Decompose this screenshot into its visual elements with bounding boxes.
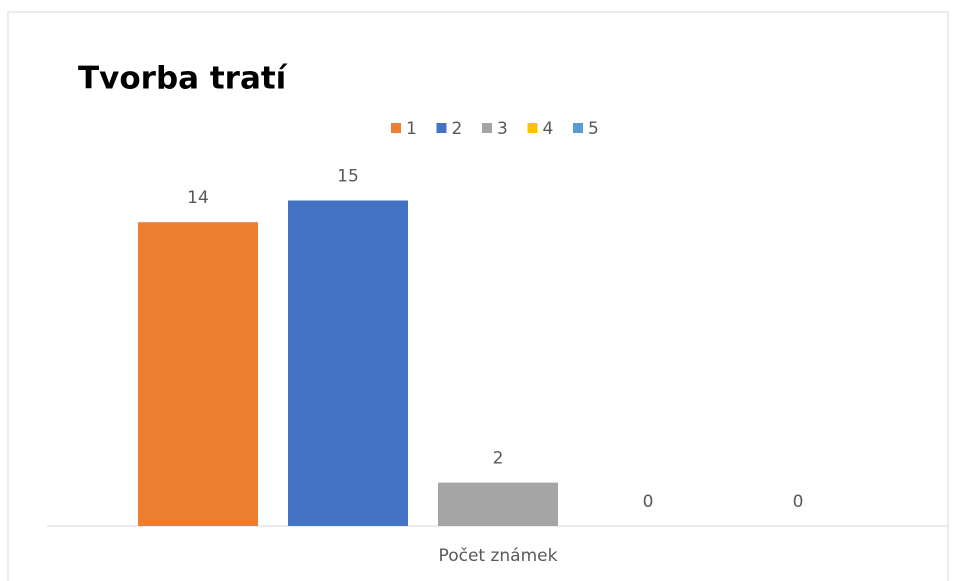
legend-label: 3 bbox=[497, 119, 508, 139]
legend-label: 5 bbox=[588, 119, 599, 139]
x-tick-label: Počet známek bbox=[439, 546, 558, 566]
bar bbox=[438, 482, 558, 526]
data-label: 2 bbox=[493, 449, 504, 469]
data-label: 0 bbox=[643, 492, 654, 512]
bar bbox=[288, 200, 408, 526]
data-label: 14 bbox=[187, 188, 209, 208]
data-label: 0 bbox=[793, 492, 804, 512]
legend-label: 4 bbox=[543, 119, 554, 139]
legend-swatch bbox=[527, 123, 538, 133]
legend-swatch bbox=[573, 123, 583, 133]
chart-title: Tvorba tratí bbox=[78, 61, 288, 97]
legend-swatch bbox=[482, 123, 492, 133]
bar bbox=[138, 222, 258, 526]
data-label: 15 bbox=[337, 167, 359, 187]
legend-swatch bbox=[391, 123, 401, 133]
legend-label: 1 bbox=[406, 119, 417, 139]
legend-label: 2 bbox=[452, 119, 463, 139]
legend-swatch bbox=[436, 123, 447, 133]
